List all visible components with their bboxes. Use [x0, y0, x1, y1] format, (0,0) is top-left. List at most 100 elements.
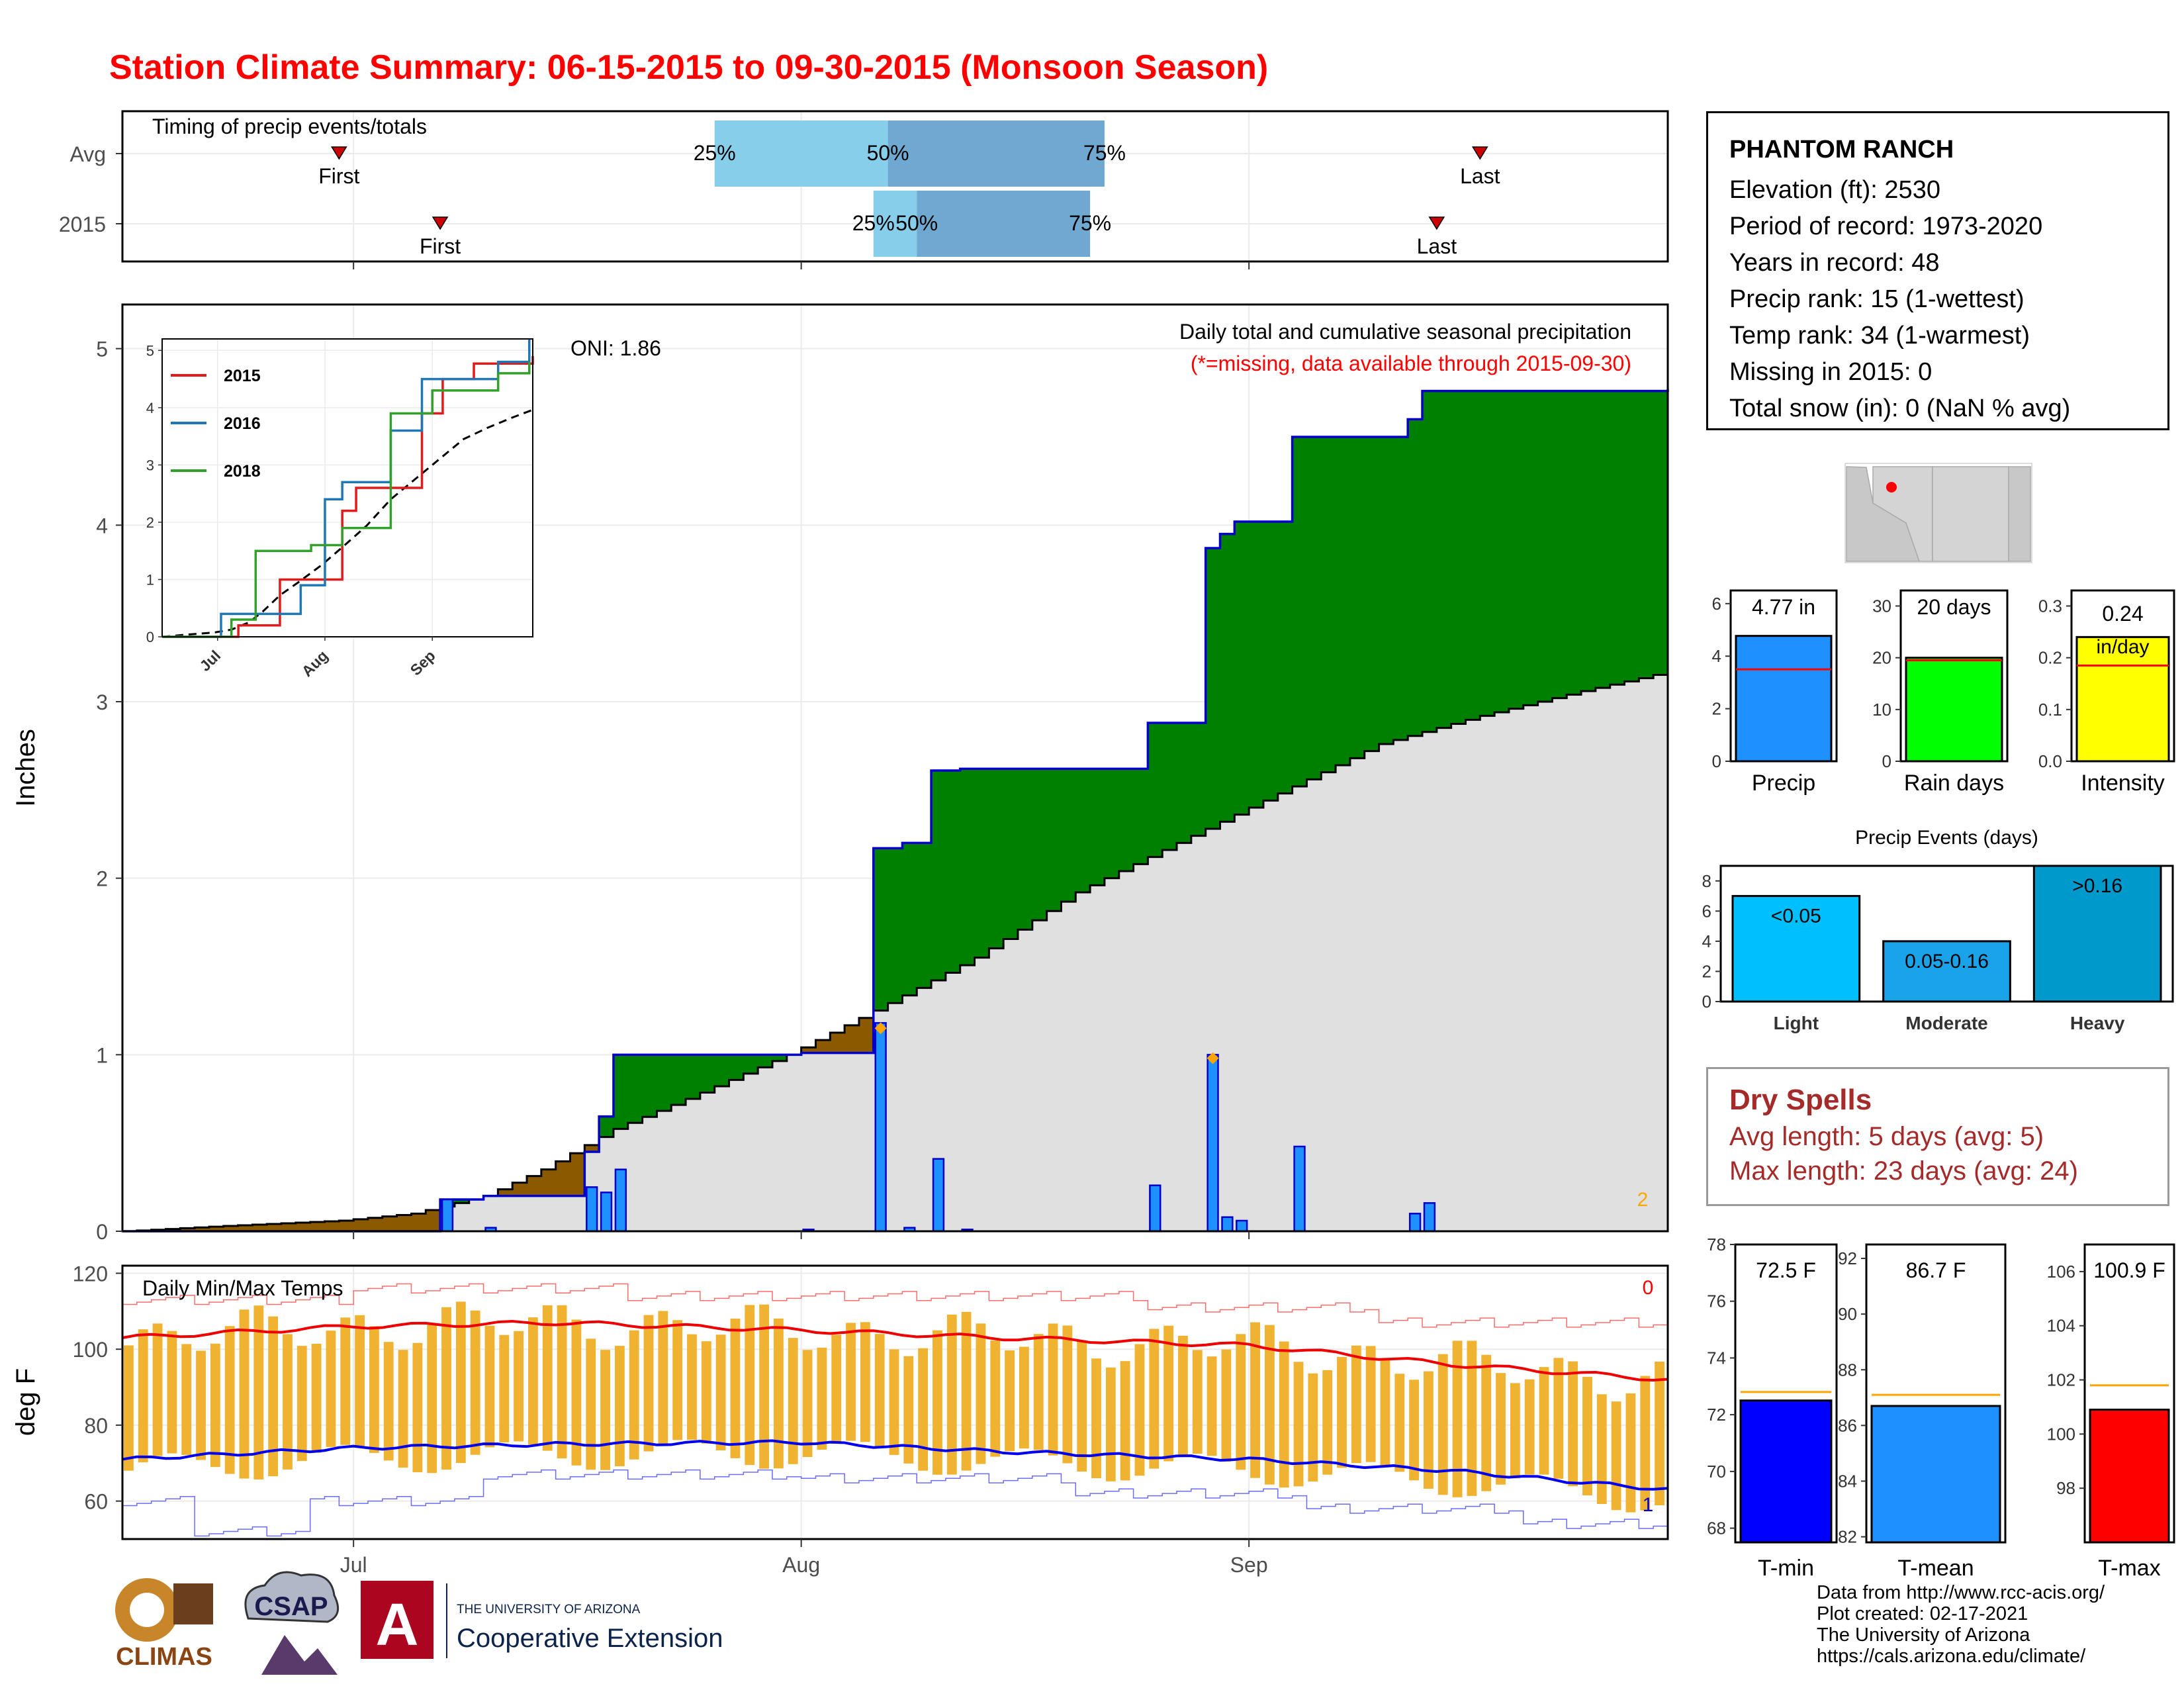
surplus-area — [686, 1055, 701, 1099]
daily-temp-bar — [918, 1348, 929, 1471]
temp-stat-ytick-label: 78 — [1707, 1235, 1726, 1254]
daily-temp-bar — [1437, 1354, 1448, 1495]
daily-temp-bar — [1048, 1323, 1058, 1456]
daily-temp-bar — [1424, 1371, 1433, 1489]
map-state-newmexico — [1932, 466, 2009, 562]
record-min-line — [122, 1469, 1668, 1537]
station-line: Temp rank: 34 (1-warmest) — [1729, 322, 2030, 350]
timing-marker-first — [330, 146, 347, 160]
timing-row-label: Avg — [69, 142, 106, 166]
daily-temp-bar — [745, 1305, 755, 1466]
stat-value-label: 0.24 — [2102, 602, 2143, 626]
inset-ytick-label: 3 — [146, 457, 154, 473]
avg-min-line — [122, 1439, 1668, 1491]
events-ytick-label: 2 — [1702, 961, 1711, 981]
surplus-area — [743, 1055, 758, 1074]
avg-max-line — [122, 1319, 1668, 1382]
surplus-area — [902, 843, 917, 996]
oni-label: ONI: 1.86 — [570, 336, 661, 360]
daily-temp-bar — [1351, 1345, 1361, 1464]
csap-logo-text: CSAP — [254, 1592, 328, 1621]
timing-pct-label: 75% — [1083, 141, 1126, 165]
surplus-area — [1090, 769, 1105, 886]
surplus-area — [1046, 769, 1062, 912]
daily-temp-bar — [1120, 1361, 1130, 1481]
surplus-area — [1336, 437, 1351, 765]
daily-temp-bar — [138, 1329, 148, 1463]
temp-stat-ytick-label: 76 — [1707, 1291, 1726, 1311]
daily-temp-bar — [1553, 1358, 1564, 1479]
daily-precip-bar — [1423, 1202, 1436, 1233]
precip-chart-subtitle: (*=missing, data available through 2015-… — [1191, 352, 1631, 375]
daily-temp-bar — [1380, 1358, 1390, 1466]
precip-ytick-label: 2 — [96, 867, 108, 891]
temp-stat-ytick-label: 70 — [1707, 1462, 1726, 1481]
daily-temp-bar — [586, 1338, 596, 1470]
deficit-area — [512, 1182, 527, 1196]
temp-count-bottom: 1 — [1643, 1494, 1654, 1516]
daily-temp-bar — [1539, 1367, 1549, 1475]
daily-precip-bar — [1149, 1184, 1161, 1233]
surplus-area — [729, 1055, 744, 1080]
daily-temp-bar — [774, 1318, 784, 1469]
surplus-area — [1032, 769, 1048, 921]
credit-line: Plot created: 02-17-2021 — [1817, 1603, 2028, 1624]
surplus-area — [1249, 522, 1264, 808]
credit-line: https://cals.arizona.edu/climate/ — [1817, 1646, 2086, 1667]
stat-ytick-label: 30 — [1872, 596, 1891, 616]
stat-bar-label: Rain days — [1904, 771, 2004, 796]
dry-spells-avg: Avg length: 5 days (avg: 5) — [1729, 1122, 2044, 1151]
temp-stat-label: T-mean — [1897, 1556, 1974, 1581]
daily-temp-bar — [672, 1320, 683, 1440]
daily-precip-bar — [441, 1198, 454, 1233]
daily-temp-bar — [427, 1325, 437, 1474]
precip-ylabel: Inches — [11, 729, 40, 807]
surplus-area — [1581, 391, 1596, 691]
deficit-area — [208, 1227, 224, 1231]
surplus-area — [1436, 391, 1452, 728]
temp-stat-ytick-label: 88 — [1838, 1360, 1857, 1380]
stat-ytick-label: 6 — [1712, 594, 1721, 614]
daily-temp-bar — [658, 1311, 668, 1444]
surplus-area — [613, 1055, 629, 1129]
deficit-area — [555, 1161, 571, 1196]
daily-temp-bar — [903, 1356, 914, 1464]
deficit-area — [382, 1216, 398, 1231]
daily-temp-bar — [1394, 1374, 1405, 1472]
csap-logo-cloud — [244, 1571, 340, 1623]
daily-temp-bar — [1322, 1370, 1333, 1475]
surplus-area — [931, 771, 946, 980]
events-ytick-label: 4 — [1702, 931, 1711, 951]
surplus-area — [642, 1055, 658, 1117]
daily-temp-bar — [643, 1315, 654, 1452]
deficit-area — [411, 1213, 426, 1231]
surplus-area — [1234, 522, 1250, 815]
precip-ytick-label: 1 — [96, 1043, 108, 1067]
surplus-area — [657, 1055, 672, 1111]
surplus-area — [1624, 391, 1639, 682]
timing-panel-frame — [121, 110, 1669, 263]
daily-temp-bar — [990, 1340, 1001, 1457]
surplus-area — [1162, 723, 1177, 850]
daily-temp-bar — [1625, 1393, 1636, 1513]
timing-first-label: First — [420, 234, 461, 258]
event-bar — [1731, 895, 1861, 1003]
surplus-area — [873, 848, 889, 1011]
stat-ytick-label: 0 — [1712, 751, 1721, 771]
stat-ytick-label: 0.1 — [2038, 700, 2062, 720]
daily-temp-bar — [1308, 1373, 1318, 1482]
event-category-label: Light — [1774, 1013, 1819, 1033]
precip-panel-frame — [121, 303, 1669, 1233]
daily-temp-bar — [1467, 1340, 1477, 1496]
temp-stat-ytick-label: 100 — [2047, 1424, 2075, 1444]
surplus-area — [989, 769, 1004, 949]
surplus-area — [1465, 391, 1480, 720]
surplus-area — [671, 1055, 686, 1105]
precip-ytick-label: 5 — [96, 338, 108, 361]
daily-precip-bar — [932, 1158, 945, 1233]
daily-temp-bar — [571, 1319, 582, 1466]
stat-value-label: 20 days — [1917, 595, 1991, 619]
surplus-area — [1177, 723, 1192, 843]
surplus-area — [714, 1055, 730, 1086]
daily-precip-bar — [1206, 1054, 1219, 1233]
